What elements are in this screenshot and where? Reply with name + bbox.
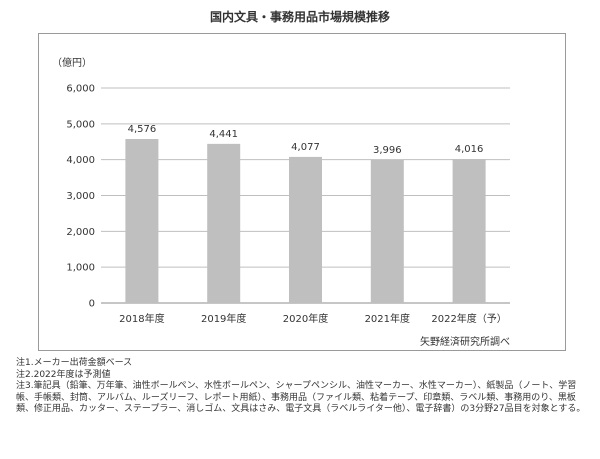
- bar: [207, 143, 241, 303]
- y-tick-label: 3,000: [66, 191, 95, 202]
- x-category-label: 2018年度: [119, 312, 164, 325]
- bar: [289, 156, 322, 303]
- bar-value-label: 4,077: [291, 142, 320, 153]
- x-category-label: 2021年度: [365, 312, 410, 325]
- y-tick-label: 6,000: [66, 84, 95, 95]
- bar: [452, 159, 486, 303]
- chart-notes: 注1.メーカー出荷金額ベース 注2.2022年度は予測値 注3.筆記具（鉛筆、万…: [16, 358, 586, 416]
- bar-value-label: 4,441: [209, 129, 238, 140]
- source-label: 矢野経済研究所調べ: [420, 335, 510, 348]
- y-tick-label: 2,000: [66, 227, 95, 238]
- x-category-label: 2022年度（予）: [431, 312, 506, 325]
- y-tick-label: 5,000: [66, 119, 95, 130]
- bar: [370, 159, 404, 303]
- y-tick-label: 0: [89, 299, 95, 310]
- bar: [125, 139, 159, 303]
- note-1: 注1.メーカー出荷金額ベース: [16, 358, 133, 368]
- y-tick-label: 1,000: [66, 263, 95, 274]
- note-2: 注2.2022年度は予測値: [16, 369, 111, 380]
- x-category-label: 2019年度: [201, 312, 246, 325]
- bar-value-label: 3,996: [373, 145, 402, 156]
- note-3: 注3.筆記具（鉛筆、万年筆、油性ボールペン、水性ボールペン、シャープペンシル、油…: [16, 381, 586, 414]
- chart-frame: [38, 33, 566, 351]
- y-tick-label: 4,000: [66, 155, 95, 166]
- x-category-label: 2020年度: [283, 312, 328, 325]
- chart-title: 国内文具・事務用品市場規模推移: [209, 10, 390, 24]
- bar-value-label: 4,016: [455, 144, 484, 155]
- bar-value-label: 4,576: [128, 124, 157, 135]
- y-unit-label: （億円）: [52, 56, 92, 69]
